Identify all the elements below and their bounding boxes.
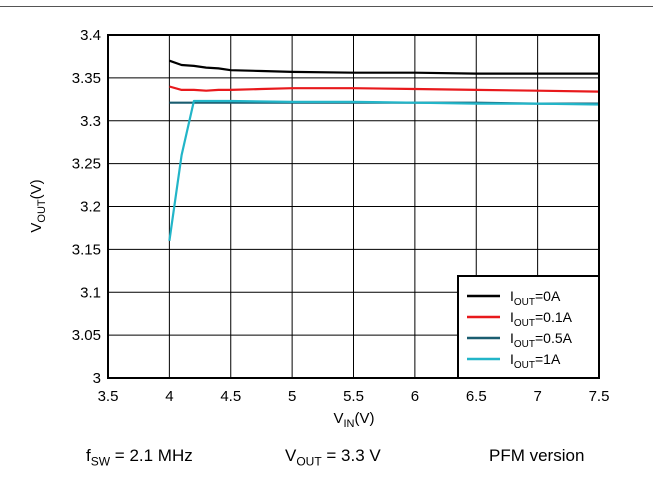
y-tick-label: 3.3 (80, 113, 101, 130)
series-line-2 (169, 85, 600, 93)
legend-label-3: IOUT=0.5A (510, 330, 573, 350)
y-tick-label: 3.35 (72, 70, 101, 87)
x-tick-label: 6 (411, 388, 419, 405)
series-group (168, 59, 600, 241)
y-axis-label: VOUT(V) (28, 179, 48, 232)
x-tick-label: 7 (533, 388, 541, 405)
switching-frequency-note: fSW = 2.1 MHz (86, 446, 193, 469)
output-voltage-note: VOUT = 3.3 V (285, 446, 381, 469)
x-tick-label: 3.5 (98, 388, 119, 405)
x-tick-label: 4.5 (220, 388, 241, 405)
x-tick-label: 5 (288, 388, 296, 405)
y-tick-label: 3.4 (80, 27, 101, 44)
plot-frame (107, 34, 600, 379)
top-divider (0, 6, 653, 7)
y-axis-ticks: 3 3.05 3.1 3.15 3.2 3.25 3.3 3.35 3.4 (72, 27, 101, 387)
x-axis-label: VIN(V) (333, 410, 374, 430)
pfm-version-note: PFM version (489, 446, 585, 465)
y-tick-label: 3.25 (72, 156, 101, 173)
x-tick-label: 5.5 (343, 388, 364, 405)
series-line-4 (168, 99, 600, 241)
x-axis-ticks: 3.5 4 4.5 5 5.5 6 6.5 7 7.5 (98, 388, 610, 405)
line-chart: 3.5 4 4.5 5 5.5 6 6.5 7 7.5 33.053.13.153.23.253… (28, 27, 610, 430)
series-line-1 (169, 59, 599, 75)
x-tick-label: 7.5 (589, 388, 610, 405)
y-tick-label: 3.2 (80, 199, 101, 216)
legend-label-4: IOUT=1A (510, 351, 561, 371)
y-tick-label: 3.15 (72, 241, 101, 258)
y-tick-label: 3.1 (80, 284, 101, 301)
plot-border (107, 34, 600, 379)
x-tick-label: 4 (165, 388, 173, 405)
legend-box (457, 275, 600, 379)
y-tick-label: 3.05 (72, 327, 101, 344)
y-tick-label: 3 (93, 370, 101, 387)
legend-label-2: IOUT=0.1A (510, 309, 573, 329)
x-tick-label: 6.5 (466, 388, 487, 405)
legend-label-1: IOUT=0A (510, 288, 561, 308)
